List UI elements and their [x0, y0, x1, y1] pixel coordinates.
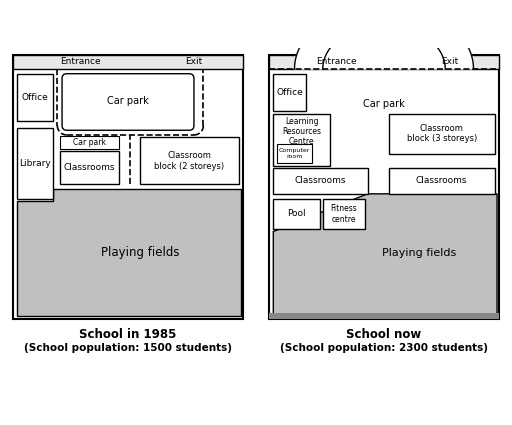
Bar [273, 198, 321, 229]
Bar [140, 137, 239, 184]
Text: (School population: 2300 students): (School population: 2300 students) [280, 343, 488, 354]
Bar [389, 114, 495, 154]
Text: Fitness
centre: Fitness centre [331, 204, 357, 224]
Bar [323, 198, 365, 229]
Bar [17, 74, 53, 121]
Bar [273, 74, 306, 111]
Text: School now: School now [347, 328, 421, 341]
Text: Learning
Resources
Centre: Learning Resources Centre [282, 116, 321, 146]
Polygon shape [17, 189, 241, 316]
Text: Classrooms: Classrooms [295, 176, 346, 185]
Text: Exit: Exit [441, 57, 459, 66]
Polygon shape [273, 194, 497, 316]
FancyBboxPatch shape [62, 74, 194, 130]
Text: Classrooms: Classrooms [416, 176, 467, 185]
Text: Office: Office [276, 88, 303, 97]
Bar [389, 168, 495, 194]
Text: Exit: Exit [185, 57, 203, 66]
Text: Classrooms: Classrooms [63, 164, 115, 173]
Text: Car park: Car park [73, 138, 105, 147]
Bar [13, 55, 243, 69]
Text: Playing fields: Playing fields [382, 248, 457, 258]
Bar [60, 151, 119, 184]
Bar [269, 313, 499, 319]
Text: Computer
room: Computer room [279, 148, 310, 159]
Bar [269, 55, 499, 69]
Text: Car park: Car park [107, 96, 149, 106]
Text: Entrance: Entrance [60, 57, 101, 66]
Bar [277, 144, 312, 163]
Bar [273, 168, 368, 194]
Text: (School population: 1500 students): (School population: 1500 students) [24, 343, 232, 354]
Bar [273, 114, 330, 166]
Text: Office: Office [22, 93, 48, 102]
Polygon shape [294, 5, 474, 69]
Text: Pool: Pool [288, 210, 306, 218]
Text: School in 1985: School in 1985 [79, 328, 177, 341]
Text: Entrance: Entrance [316, 57, 357, 66]
Text: Classroom
block (2 storeys): Classroom block (2 storeys) [154, 151, 224, 170]
Text: Library: Library [19, 159, 51, 168]
Bar [17, 128, 53, 198]
Text: Classroom
block (3 storeys): Classroom block (3 storeys) [407, 124, 477, 144]
Text: Playing fields: Playing fields [100, 246, 179, 259]
Text: Car park: Car park [363, 99, 405, 109]
Bar [60, 136, 119, 149]
